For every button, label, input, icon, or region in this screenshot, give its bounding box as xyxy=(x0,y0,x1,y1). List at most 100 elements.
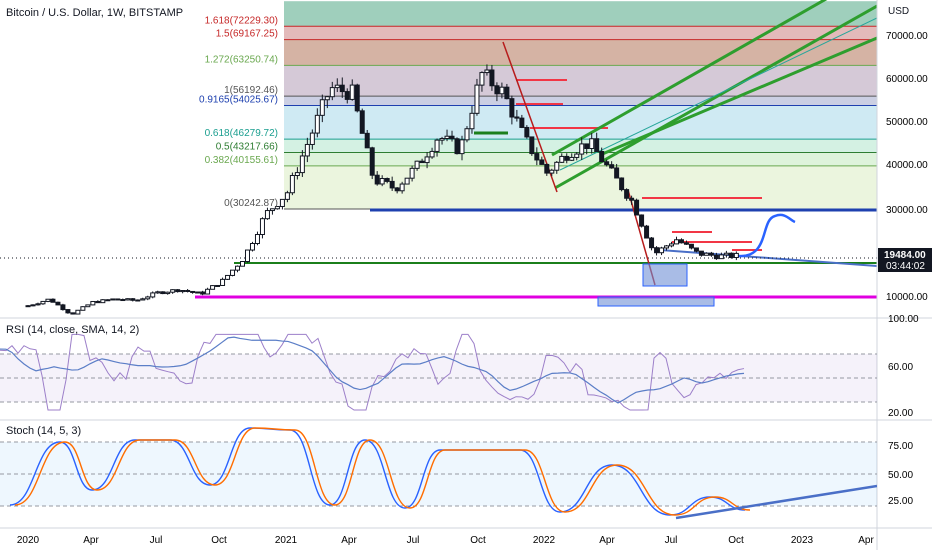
candle-body xyxy=(678,239,684,244)
candle-body xyxy=(55,301,61,306)
candle-body xyxy=(489,69,495,87)
candle-body xyxy=(514,116,520,119)
candle-body xyxy=(499,86,505,95)
candle-body xyxy=(459,139,465,155)
channel-line xyxy=(551,0,828,157)
candle-body xyxy=(70,312,76,315)
candle-body xyxy=(65,309,71,314)
price-tick: 40000.00 xyxy=(886,160,928,171)
candle-body xyxy=(324,96,330,101)
candle-body xyxy=(110,298,116,301)
candle-body xyxy=(215,284,221,287)
fib-label: 0.9165(54025.67) xyxy=(199,94,278,105)
candle-body xyxy=(728,252,734,259)
candle-body xyxy=(733,252,739,259)
stoch-pane[interactable] xyxy=(0,427,877,520)
candle-body xyxy=(150,292,156,298)
zone-box xyxy=(597,296,715,307)
candle-body xyxy=(40,300,46,305)
candle-body xyxy=(549,169,555,174)
candle-body xyxy=(534,153,540,161)
candle-body xyxy=(200,291,206,295)
rsi-tick: 100.00 xyxy=(888,314,919,325)
stoch-tick: 50.00 xyxy=(888,470,913,481)
candle-body xyxy=(479,72,485,86)
candle-body xyxy=(494,85,500,95)
fib-zone xyxy=(284,96,877,106)
candle-body xyxy=(509,98,515,118)
candle-body xyxy=(414,160,420,169)
candle-body xyxy=(698,250,704,256)
candle-body xyxy=(419,160,425,164)
candle-body xyxy=(579,143,585,155)
time-tick: Jul xyxy=(407,535,420,546)
price-pane[interactable]: 1.618(72229.30) 1.5(69167.25) 1.272(63250.… xyxy=(0,0,877,315)
candle-body xyxy=(85,304,91,308)
candle-body xyxy=(354,84,360,112)
candle-body xyxy=(279,198,285,207)
time-tick: Apr xyxy=(599,535,615,546)
stoch-trend-line xyxy=(675,484,877,520)
candle-body xyxy=(464,128,470,141)
candle-body xyxy=(175,289,181,293)
fib-label: 1(56192.46) xyxy=(224,85,278,96)
candle-body xyxy=(115,298,121,301)
candlestick-series xyxy=(25,64,739,315)
rsi-tick: 60.00 xyxy=(888,362,913,373)
candle-body xyxy=(569,156,575,161)
candle-body xyxy=(130,298,136,301)
countdown-value: 03:44:02 xyxy=(886,261,925,272)
candle-body xyxy=(294,172,300,177)
candle-body xyxy=(688,243,694,249)
fib-zone xyxy=(284,26,877,40)
candle-body xyxy=(35,303,41,306)
candle-body xyxy=(609,164,615,169)
candle-body xyxy=(394,187,400,192)
candle-body xyxy=(389,180,395,189)
candle-body xyxy=(399,183,405,192)
rsi-pane[interactable] xyxy=(0,333,877,411)
rsi-label: RSI (14, close, SMA, 14, 2) xyxy=(6,324,139,336)
candle-body xyxy=(594,138,600,152)
price-axis[interactable]: USD 70000.00 60000.00 50000.00 40000.00 … xyxy=(878,6,932,507)
candle-body xyxy=(135,299,141,302)
channel-line xyxy=(559,17,877,171)
candle-body xyxy=(170,289,176,293)
candle-body xyxy=(140,298,146,301)
candle-body xyxy=(364,132,370,149)
candle-body xyxy=(50,298,56,303)
fib-zone xyxy=(284,39,877,66)
price-tick: 10000.00 xyxy=(886,292,928,303)
candle-body xyxy=(249,243,255,251)
price-tick: 50000.00 xyxy=(886,117,928,128)
fib-zone xyxy=(284,65,877,97)
candle-body xyxy=(90,300,96,306)
candle-body xyxy=(564,155,570,161)
stoch-label: Stoch (14, 5, 3) xyxy=(6,425,81,437)
candle-body xyxy=(235,265,241,271)
candle-body xyxy=(30,304,36,307)
candle-body xyxy=(554,161,560,171)
candle-body xyxy=(25,305,31,308)
candle-body xyxy=(259,218,265,236)
rsi-tick: 20.00 xyxy=(888,408,913,419)
candle-body xyxy=(644,225,650,239)
chart-title: Bitcoin / U.S. Dollar, 1W, BITSTAMP xyxy=(6,7,183,19)
candle-body xyxy=(708,252,714,256)
candle-body xyxy=(190,290,196,293)
time-tick: Apr xyxy=(83,535,99,546)
candle-body xyxy=(474,84,480,114)
time-tick: Oct xyxy=(728,535,744,546)
zone-box xyxy=(642,263,688,287)
currency-label: USD xyxy=(888,6,909,17)
candle-body xyxy=(125,298,131,301)
candle-body xyxy=(374,174,380,185)
candle-body xyxy=(240,261,246,267)
candle-body xyxy=(424,156,430,164)
channel-line xyxy=(554,4,877,190)
candle-body xyxy=(339,84,345,93)
time-axis[interactable]: 2020 Apr Jul Oct 2021 Apr Jul Oct 2022 A… xyxy=(17,535,875,546)
fib-label: 1.272(63250.74) xyxy=(205,54,278,65)
fib-label: 0.382(40155.61) xyxy=(205,155,278,166)
